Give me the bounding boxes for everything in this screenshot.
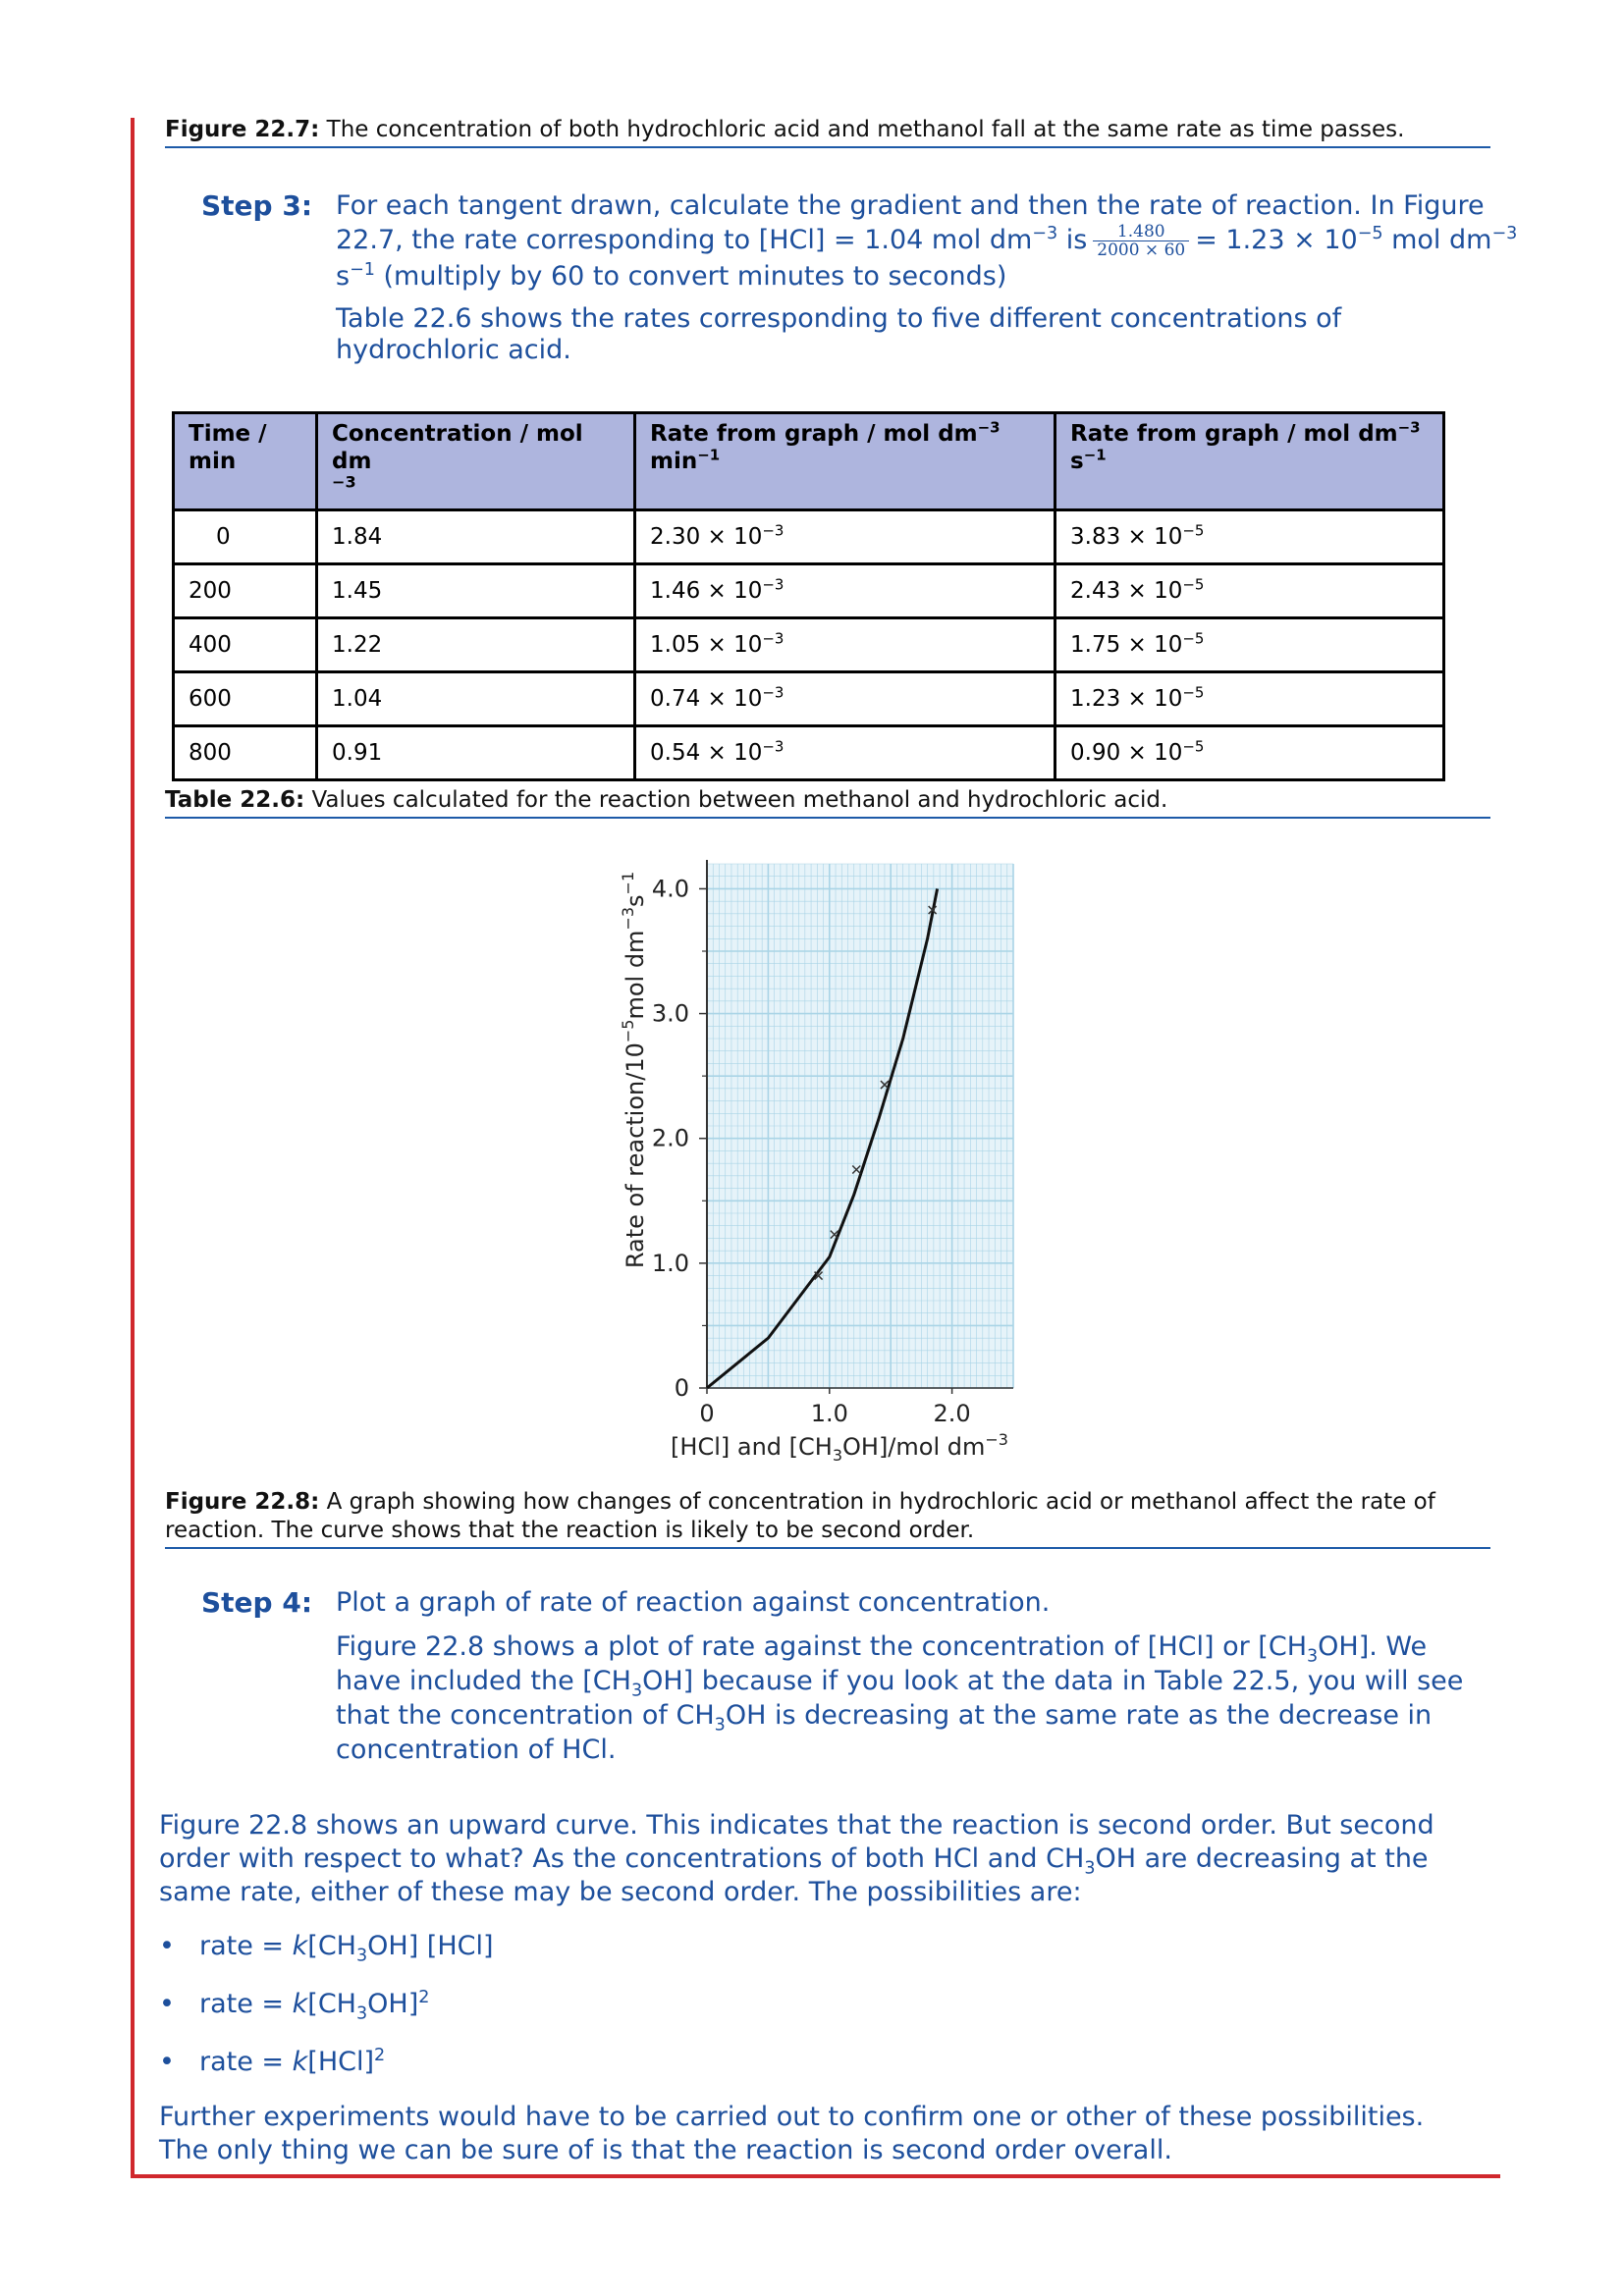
caption-text: Values calculated for the reaction betwe…: [311, 787, 1168, 813]
table-row: 0 1.84 2.30 × 10−3 3.83 × 10−5: [172, 508, 1445, 565]
bottom-rule: [131, 2174, 1500, 2178]
fraction: 1.480 2000 × 60: [1093, 223, 1190, 259]
table-cell: 1.23 × 10−5: [1054, 670, 1445, 727]
step-3-text: For each tangent drawn, calculate the gr…: [336, 188, 1518, 366]
table-header-row: Time / min Concentration / mol dm −3 Rate …: [172, 411, 1445, 511]
step-4-text: Plot a graph of rate of reaction against…: [336, 1585, 1475, 1767]
x-tick-label: 2.0: [934, 1400, 971, 1427]
rate-law-3: rate = k[HCl]2: [199, 2046, 386, 2077]
table-cell: 1.04: [315, 670, 636, 727]
rate-concentration-chart: 0 1.0 2.0 3.0 4.0 0 1.0 2.0 Rate of reaction/10…: [619, 860, 1014, 1465]
step-3-line-1: For each tangent drawn, calculate the gr…: [336, 190, 1485, 221]
x-axis-label: [HCl] and [CH3OH]/mol dm−3: [671, 1430, 1008, 1465]
rates-table: Time / min Concentration / mol dm −3 Rate …: [172, 411, 1445, 781]
table-cell: 0.54 × 10−3: [633, 724, 1056, 781]
table-cell: 1.84: [315, 508, 636, 565]
header-rate-min: Rate from graph / mol dm−3 min−1: [633, 411, 1056, 511]
x-tick-label: 1.0: [811, 1400, 848, 1427]
table-cell: 1.05 × 10−3: [633, 616, 1056, 673]
bullet-marker: •: [159, 2047, 175, 2077]
step-3-line-3: s−1 (multiply by 60 to convert minutes t…: [336, 260, 1007, 292]
y-tick-label: 4.0: [652, 875, 689, 902]
table-cell: 600: [172, 670, 318, 727]
caption-text: The concentration of both hydrochloric a…: [326, 117, 1405, 142]
step-4-label: Step 4:: [201, 1586, 313, 1619]
table-row: 800 0.91 0.54 × 10−3 0.90 × 10−5: [172, 724, 1445, 781]
table-cell: 2.30 × 10−3: [633, 508, 1056, 565]
bullet-marker: •: [159, 1931, 175, 1961]
table-cell: 0.74 × 10−3: [633, 670, 1056, 727]
caption-label: Table 22.6:: [165, 787, 305, 813]
step-3-label: Step 3:: [201, 189, 313, 222]
table-cell: 3.83 × 10−5: [1054, 508, 1445, 565]
table-cell: 0: [172, 508, 318, 565]
step-3-line-2: 22.7, the rate corresponding to [HCl] = …: [336, 222, 1518, 260]
y-tick-label: 1.0: [652, 1250, 689, 1277]
figure-22-8-caption: Figure 22.8: A graph showing how changes…: [165, 1488, 1490, 1549]
table-cell: 800: [172, 724, 318, 781]
table-cell: 1.22: [315, 616, 636, 673]
table-cell: 200: [172, 562, 318, 619]
step-3-para-2: Table 22.6 shows the rates corresponding…: [336, 303, 1342, 365]
data-point: [830, 1230, 839, 1240]
data-point: [880, 1080, 890, 1090]
header-concentration: Concentration / mol dm −3: [315, 411, 636, 511]
fit-curve: [706, 888, 940, 1390]
data-point: [851, 1164, 861, 1175]
y-tick-label: 2.0: [652, 1125, 689, 1152]
y-tick-label: 0: [675, 1374, 689, 1402]
conclusion-paragraph: Figure 22.8 shows an upward curve. This …: [159, 1810, 1434, 1907]
table-cell: 2.43 × 10−5: [1054, 562, 1445, 619]
step-4-line-1: Plot a graph of rate of reaction against…: [336, 1587, 1051, 1618]
figure-22-7-caption: Figure 22.7: The concentration of both h…: [165, 116, 1490, 148]
table-cell: 0.91: [315, 724, 636, 781]
table-cell: 1.75 × 10−5: [1054, 616, 1445, 673]
data-point: [928, 905, 938, 915]
table-22-6-caption: Table 22.6: Values calculated for the re…: [165, 786, 1490, 819]
bullet-marker: •: [159, 1989, 175, 2019]
margin-rule: [131, 118, 135, 2178]
table-cell: 0.90 × 10−5: [1054, 724, 1445, 781]
caption-text: A graph showing how changes of concentra…: [165, 1489, 1435, 1543]
table-cell: 1.46 × 10−3: [633, 562, 1056, 619]
table-row: 200 1.45 1.46 × 10−3 2.43 × 10−5: [172, 562, 1445, 619]
header-time: Time / min: [172, 411, 318, 511]
y-axis-label: Rate of reaction/10−5mol dm−3s−1: [619, 872, 649, 1268]
y-tick-label: 3.0: [652, 1000, 689, 1028]
rate-law-2: rate = k[CH3OH]2: [199, 1988, 430, 2024]
table-cell: 400: [172, 616, 318, 673]
caption-label: Figure 22.8:: [165, 1489, 320, 1515]
step-4-para: Figure 22.8 shows a plot of rate against…: [336, 1631, 1464, 1765]
data-point: [814, 1271, 824, 1281]
x-tick-label: 0: [699, 1400, 714, 1427]
final-paragraph: Further experiments would have to be car…: [159, 2102, 1425, 2165]
header-rate-sec: Rate from graph / mol dm−3 s−1: [1054, 411, 1445, 511]
table-row: 400 1.22 1.05 × 10−3 1.75 × 10−5: [172, 616, 1445, 673]
caption-label: Figure 22.7:: [165, 117, 320, 142]
table-row: 600 1.04 0.74 × 10−3 1.23 × 10−5: [172, 670, 1445, 727]
rate-law-1: rate = k[CH3OH] [HCl]: [199, 1931, 494, 1966]
table-cell: 1.45: [315, 562, 636, 619]
